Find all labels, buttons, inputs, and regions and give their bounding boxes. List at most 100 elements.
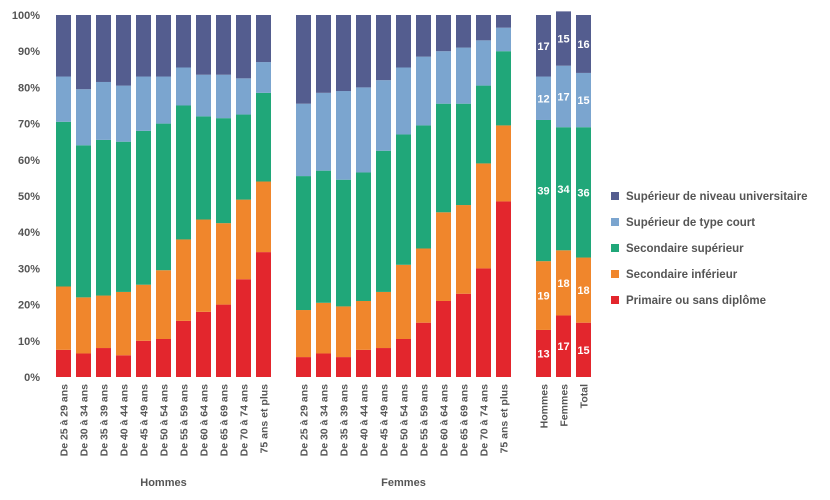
- bar-segment: [236, 15, 251, 79]
- bar-segment: [296, 103, 311, 177]
- bar-segment: [176, 15, 191, 68]
- bar-segment: [316, 15, 331, 93]
- bar-segment: [56, 121, 71, 287]
- bar-segment: [96, 15, 111, 82]
- data-label: 39: [537, 186, 549, 198]
- bar-segment: [416, 15, 431, 57]
- bar-segment: [456, 103, 471, 206]
- data-label: 12: [537, 93, 549, 105]
- bar-segment: [476, 15, 491, 41]
- bar-segment: [116, 291, 131, 356]
- bar-segment: [156, 270, 171, 339]
- bar-area: 13 19 39 12 17 17 18 34 17 15 15 18 36 15 16: [56, 11, 591, 377]
- bar-segment: [196, 311, 211, 377]
- bar-segment: [76, 15, 91, 90]
- bar-segment: [216, 74, 231, 119]
- bar-segment: [56, 15, 71, 77]
- bar-segment: [96, 295, 111, 349]
- y-tick-label: 70%: [18, 119, 40, 131]
- data-label: 19: [537, 291, 549, 303]
- bar-segment: [96, 139, 111, 296]
- bar-segment: [196, 74, 211, 117]
- bar-segment: [216, 304, 231, 377]
- x-tick-label: De 35 à 39 ans: [339, 384, 351, 457]
- bar-segment: [576, 15, 591, 73]
- x-tick-label: 75 ans et plus: [499, 384, 511, 454]
- bar-segment: [376, 150, 391, 292]
- bar-segment: [216, 118, 231, 224]
- bar-segment: [56, 76, 71, 122]
- bar-segment: [336, 15, 351, 92]
- bar-segment: [236, 199, 251, 280]
- bar-segment: [536, 76, 551, 120]
- data-label: 13: [537, 348, 549, 360]
- y-tick-label: 80%: [18, 82, 40, 94]
- x-axis-labels: De 25 à 29 ans De 30 à 34 ans De 35 à 39 a…: [59, 384, 591, 457]
- bar-segment: [576, 322, 591, 377]
- bar-segment: [416, 248, 431, 323]
- legend-swatch: [611, 192, 619, 200]
- y-tick-label: 50%: [18, 191, 40, 203]
- x-tick-label: De 60 à 64 ans: [199, 384, 211, 457]
- bar-segment: [196, 116, 211, 220]
- bar-segment: [116, 15, 131, 86]
- bar-segment: [156, 338, 171, 377]
- bar-segment: [296, 176, 311, 311]
- y-axis: 0% 10% 20% 30% 40% 50% 60% 70% 80% 90% 100%: [12, 10, 40, 384]
- bar-segment: [316, 353, 331, 377]
- bar-segment: [136, 130, 151, 285]
- bar-segment: [296, 357, 311, 377]
- bar-segment: [336, 357, 351, 377]
- bar-segment: [576, 72, 591, 128]
- y-tick-label: 90%: [18, 46, 40, 58]
- bar-segment: [396, 15, 411, 68]
- bar-segment: [176, 67, 191, 106]
- x-tick-label: De 55 à 59 ans: [179, 384, 191, 457]
- bar-segment: [236, 78, 251, 115]
- bar-segment: [496, 125, 511, 202]
- bar-segment: [396, 134, 411, 265]
- x-tick-label: De 30 à 34 ans: [319, 384, 331, 457]
- x-tick-label: De 55 à 59 ans: [419, 384, 431, 457]
- x-tick-label: De 45 à 49 ans: [139, 384, 151, 457]
- bar-segment: [536, 261, 551, 330]
- legend-swatch: [611, 270, 619, 278]
- bar-segment: [196, 219, 211, 312]
- data-label: 15: [577, 95, 589, 107]
- bar-segment: [356, 15, 371, 88]
- x-tick-label: De 70 à 74 ans: [239, 384, 251, 457]
- data-label: 15: [577, 345, 589, 357]
- bar-segment: [76, 353, 91, 377]
- bar-segment: [396, 264, 411, 339]
- y-tick-label: 30%: [18, 263, 40, 275]
- bar-segment: [436, 103, 451, 213]
- bar-segment: [416, 56, 431, 126]
- bar-segment: [116, 355, 131, 377]
- bar-segment: [376, 80, 391, 151]
- bar-segment: [256, 181, 271, 253]
- legend: Supérieur de niveau universitaire Supérie…: [611, 191, 808, 307]
- y-tick-label: 100%: [12, 10, 40, 22]
- bar-segment: [256, 92, 271, 182]
- bar-segment: [456, 15, 471, 48]
- bar-segment: [556, 127, 571, 251]
- bar-segment: [396, 67, 411, 135]
- bar-segment: [76, 89, 91, 146]
- bar-segment: [176, 320, 191, 377]
- bar-segment: [316, 302, 331, 354]
- data-label: 17: [557, 91, 569, 103]
- x-tick-label: De 45 à 49 ans: [379, 384, 391, 457]
- bar-segment: [136, 15, 151, 77]
- x-tick-label: De 25 à 29 ans: [299, 384, 311, 457]
- legend-label: Supérieur de niveau universitaire: [626, 191, 808, 203]
- x-tick-label: Hommes: [539, 384, 551, 429]
- bar-segment: [536, 15, 551, 77]
- bar-segment: [336, 91, 351, 180]
- bar-segment: [96, 81, 111, 140]
- bar-segment: [456, 293, 471, 377]
- group-label: Femmes: [381, 477, 426, 489]
- x-tick-label: De 60 à 64 ans: [439, 384, 451, 457]
- bar-segment: [116, 141, 131, 292]
- bar-segment: [96, 348, 111, 377]
